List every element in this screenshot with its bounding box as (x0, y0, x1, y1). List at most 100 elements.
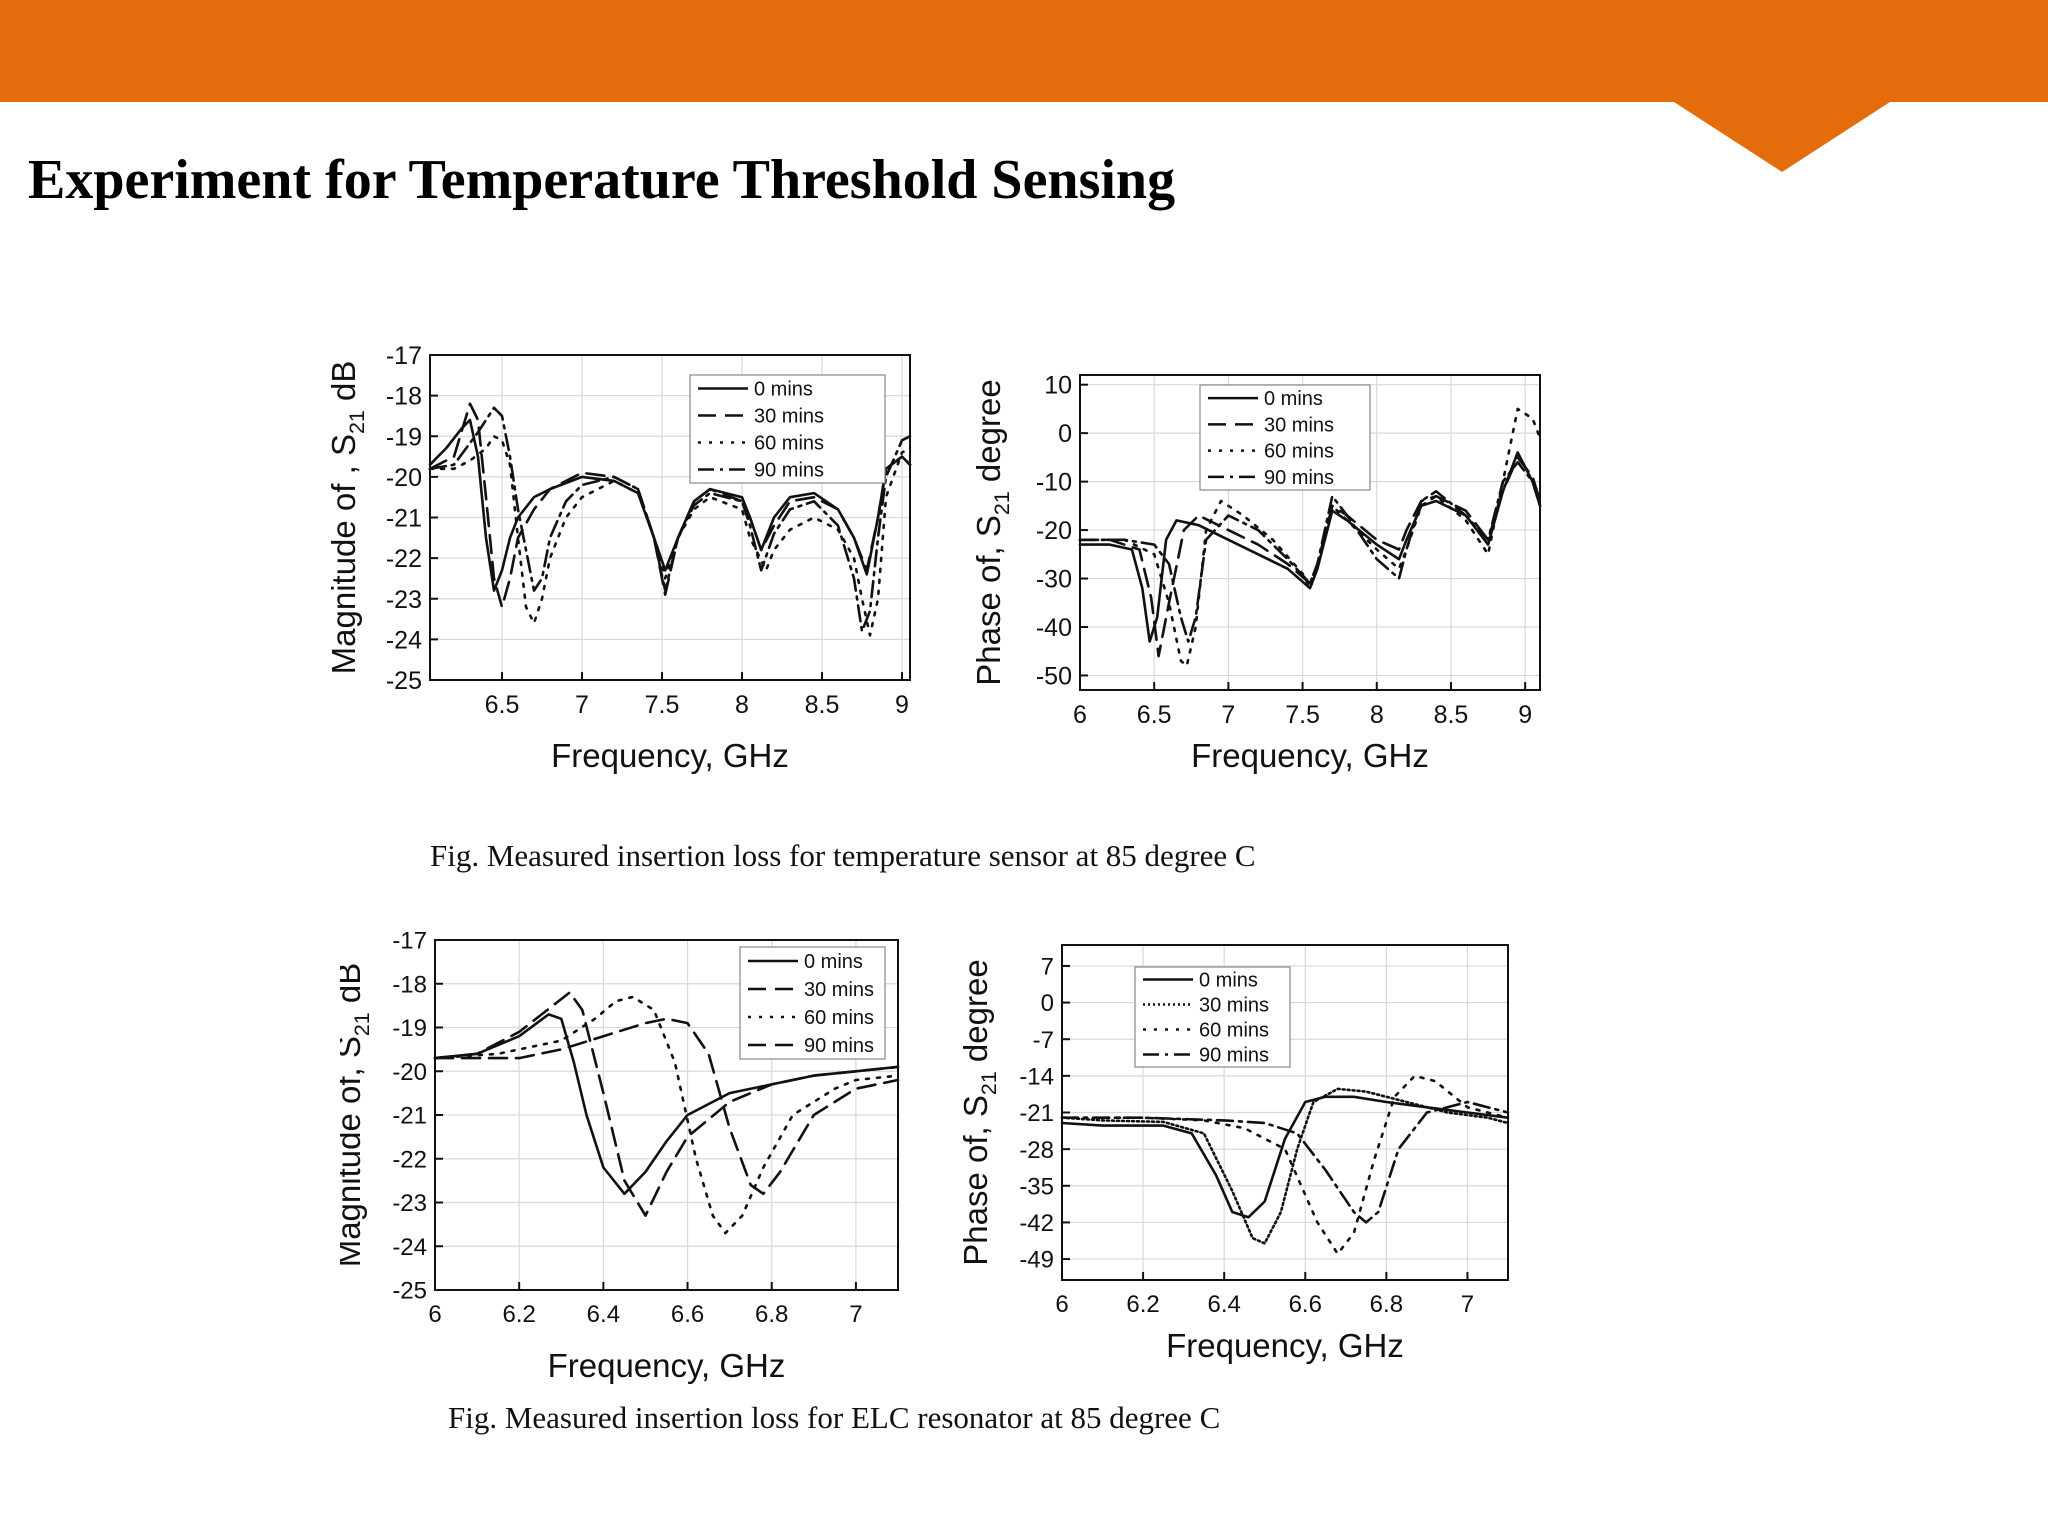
x-tick-label: 6.4 (1207, 1291, 1240, 1318)
x-tick-label: 7 (1221, 701, 1235, 729)
y-tick-label: -30 (1036, 566, 1072, 594)
legend: 0 mins 30 mins 60 mins 90 mins (739, 946, 886, 1060)
legend-label: 0 mins (1264, 388, 1323, 410)
y-tick-label: -18 (386, 383, 422, 411)
x-axis-label: Frequency, GHz (548, 1347, 786, 1384)
series-line-4 (1078, 460, 1542, 643)
y-tick-label: -19 (386, 423, 422, 451)
series-line-2 (1060, 1087, 1510, 1245)
y-tick-label: -42 (1019, 1210, 1054, 1237)
y-tick-label: -24 (386, 626, 422, 654)
x-tick-label: 8.5 (805, 691, 840, 719)
y-tick-label: -21 (1019, 1100, 1054, 1127)
y-tick-label: -22 (386, 545, 422, 573)
series-line-4 (1060, 1100, 1510, 1224)
series-line-4 (428, 406, 912, 633)
caption-top: Fig. Measured insertion loss for tempera… (430, 838, 1256, 873)
legend-label: 90 mins (1199, 1045, 1269, 1067)
y-tick-label: -21 (386, 505, 422, 533)
y-tick-label: -19 (392, 1015, 427, 1042)
y-axis-label: Phase of, S21 degree (957, 959, 1001, 1265)
legend-label: 0 mins (1199, 970, 1258, 992)
y-tick-label: -25 (392, 1278, 427, 1305)
legend: 0 mins 30 mins 60 mins 90 mins (1199, 384, 1371, 491)
y-tick-label: -28 (1019, 1137, 1054, 1164)
header-band (0, 0, 2048, 172)
y-axis-label-tail: dB (325, 361, 362, 411)
x-tick-label: 6.2 (1126, 1291, 1159, 1318)
chart-svg: 6 6.2 6.4 6.6 6.8 7 -49 -42 -35 -28 -21 -14 -7 0 7 Freq… (957, 944, 1510, 1364)
x-tick-label: 9 (1518, 701, 1532, 729)
series-line-3 (1060, 1074, 1510, 1256)
legend-label: 30 mins (1199, 995, 1269, 1017)
x-tick-label: 6 (1073, 701, 1087, 729)
x-tick-label: 7.5 (1285, 701, 1320, 729)
y-tick-label: -22 (392, 1146, 427, 1173)
x-tick-label: 6 (1055, 1291, 1068, 1318)
y-axis-label-main: Phase of, S (970, 515, 1007, 686)
caption-bottom: Fig. Measured insertion loss for ELC res… (448, 1400, 1221, 1435)
x-tick-label: 8 (735, 691, 749, 719)
legend-label: 90 mins (754, 460, 824, 482)
x-axis-label: Frequency, GHz (551, 737, 789, 774)
y-tick-label: -35 (1019, 1173, 1054, 1200)
legend-label: 60 mins (1199, 1020, 1269, 1042)
x-tick-label: 6.5 (1137, 701, 1172, 729)
legend: 0 mins 30 mins 60 mins 90 mins (689, 374, 886, 484)
chart-top-phase: 6 6.5 7 7.5 8 8.5 9 -50 -40 -30 -20 -10 0 10 Frequency… (950, 360, 1550, 785)
y-tick-label: -23 (386, 586, 422, 614)
y-tick-label: -18 (392, 971, 427, 998)
x-tick-label: 6 (428, 1301, 441, 1328)
legend-label: 30 mins (754, 406, 824, 428)
y-axis-label-sub: 21 (977, 1071, 1001, 1095)
y-tick-label: -23 (392, 1190, 427, 1217)
y-tick-label: 0 (1058, 420, 1072, 448)
plot-frame (1079, 374, 1541, 691)
x-tick-label: 6.4 (587, 1301, 620, 1328)
series-line-3 (433, 995, 900, 1235)
legend-label: 0 mins (804, 951, 863, 973)
y-tick-label: -17 (392, 928, 427, 955)
chart-bottom-phase: 6 6.2 6.4 6.6 6.8 7 -49 -42 -35 -28 -21 -14 -7 0 7 Freq… (940, 935, 1520, 1375)
x-tick-label: 6.6 (1289, 1291, 1322, 1318)
x-tick-label: 6.2 (502, 1301, 535, 1328)
y-axis-label-main: Magnitude of , S (325, 434, 362, 674)
x-tick-label: 8 (1370, 701, 1384, 729)
y-axis-label-tail: dB (340, 963, 367, 1013)
y-tick-label: -20 (386, 464, 422, 492)
series-line-3 (428, 435, 912, 637)
chart-svg: 6.5 7 7.5 8 8.5 9 -25 -24 -23 -22 -21 -20 -19 -18 -17 F… (325, 342, 912, 774)
legend-label: 60 mins (804, 1007, 874, 1029)
y-tick-label: -40 (1036, 614, 1072, 642)
y-tick-label: 7 (1041, 954, 1054, 981)
y-tick-label: -25 (386, 667, 422, 695)
chart-bottom-magnitude: 6 6.2 6.4 6.6 6.8 7 -25 -24 -23 -22 -21 -20 -19 -18 -1… (330, 925, 910, 1395)
x-tick-label: 7 (575, 691, 589, 719)
x-tick-label: 7 (849, 1301, 862, 1328)
y-tick-label: -49 (1019, 1247, 1054, 1274)
series-line-1 (1060, 1095, 1510, 1219)
y-axis-label: Magnitude of , S21 dB (325, 361, 369, 675)
legend-box (689, 374, 886, 484)
y-tick-label: -20 (1036, 517, 1072, 545)
chart-svg: 6 6.5 7 7.5 8 8.5 9 -50 -40 -30 -20 -10 0 10 Frequency… (970, 372, 1542, 774)
y-tick-label: 10 (1044, 372, 1072, 400)
y-axis-label: Phase of, S21 degree (970, 379, 1014, 685)
series-line-2 (433, 991, 900, 1217)
x-tick-label: 6.8 (1370, 1291, 1403, 1318)
chart-svg: 6 6.2 6.4 6.6 6.8 7 -25 -24 -23 -22 -21 -20 -19 -18 -1… (330, 928, 900, 1384)
legend-box (739, 946, 886, 1060)
x-tick-label: 6.8 (755, 1301, 788, 1328)
y-axis-label-main: Magnitude of, S (340, 1036, 367, 1267)
y-axis-label-sub: 21 (350, 1012, 374, 1036)
y-axis-label-main: Phase of, S (957, 1095, 994, 1266)
series-line-3 (1078, 407, 1542, 668)
y-tick-label: -17 (386, 342, 422, 370)
x-tick-label: 6.5 (485, 691, 520, 719)
legend-label: 60 mins (754, 433, 824, 455)
x-tick-label: 6.6 (671, 1301, 704, 1328)
y-axis-label-tail: degree (957, 959, 994, 1071)
legend-label: 90 mins (804, 1035, 874, 1057)
legend-label: 0 mins (754, 379, 813, 401)
y-tick-label: -10 (1036, 469, 1072, 497)
